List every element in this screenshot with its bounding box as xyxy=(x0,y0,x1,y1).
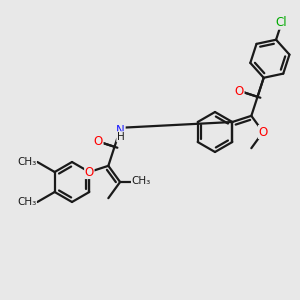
Text: H: H xyxy=(117,132,124,142)
Text: CH₃: CH₃ xyxy=(17,197,36,207)
Text: Cl: Cl xyxy=(276,16,287,29)
Text: O: O xyxy=(85,166,94,178)
Text: N: N xyxy=(116,124,125,137)
Text: CH₃: CH₃ xyxy=(131,176,151,186)
Text: O: O xyxy=(94,135,103,148)
Text: CH₃: CH₃ xyxy=(17,157,36,167)
Text: O: O xyxy=(235,85,244,98)
Text: O: O xyxy=(259,125,268,139)
